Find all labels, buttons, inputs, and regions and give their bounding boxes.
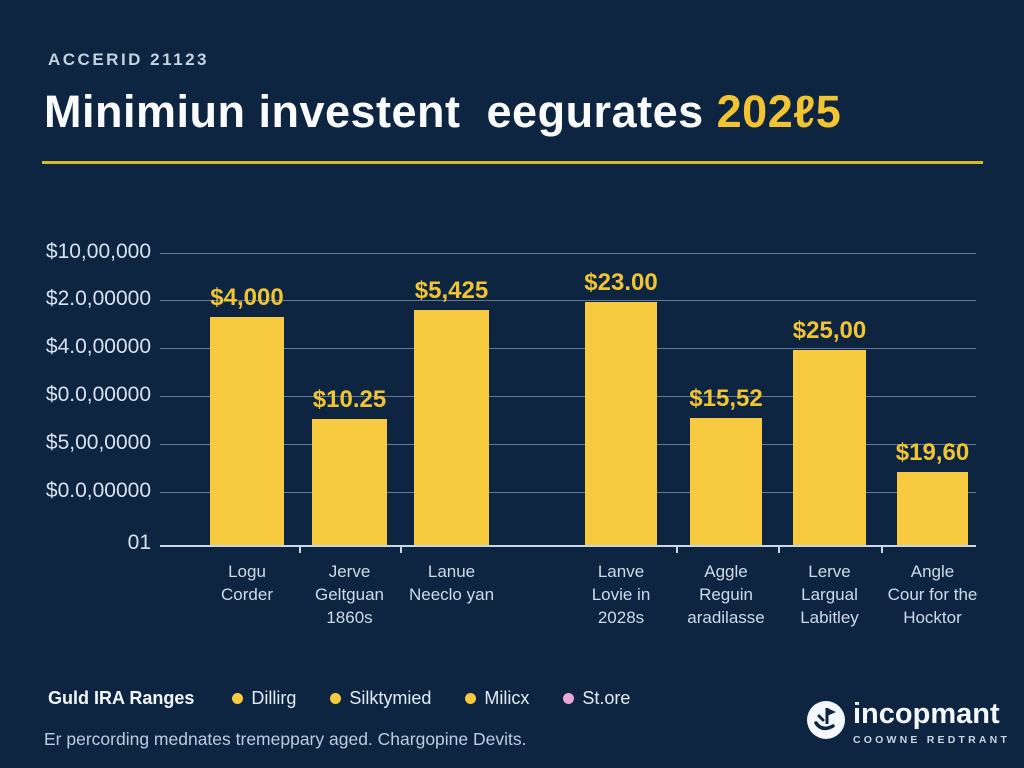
x-axis-line [160, 545, 976, 547]
y-axis-tick-label: $10,00,000 [45, 240, 151, 263]
legend-title: Guld IRA Ranges [48, 688, 195, 708]
x-axis-category-label: Angle Cour for the Hocktor [887, 562, 978, 627]
bar-value-label: $23.00 [584, 269, 658, 296]
footnote: Er percording mednates tremeppary aged. … [44, 729, 527, 749]
page-title-year: 202ℓ5 [716, 86, 842, 137]
legend-item: Dillirg [232, 688, 296, 709]
bar [585, 302, 657, 545]
y-axis-tick-label: $0.0,00000 [45, 479, 151, 502]
legend-dot-icon [232, 693, 244, 704]
bar [312, 419, 387, 545]
x-axis-category-label: Lerve Largual Labitley [800, 562, 859, 627]
y-axis-tick-label: $2.0,00000 [45, 287, 151, 310]
eyebrow-code: ACCERID 21123 [48, 50, 210, 69]
bar [793, 350, 866, 545]
brand-logo: incopmant COOWNE REDTRANT [806, 700, 1010, 746]
axis-tick [676, 547, 678, 553]
axis-tick [778, 547, 780, 553]
x-axis-category-label: Lanve Lovie in 2028s [591, 562, 651, 627]
axis-tick [299, 547, 301, 553]
bar [414, 310, 489, 545]
brand-subtitle: COOWNE REDTRANT [853, 734, 1011, 746]
x-axis-category-label: Aggle Reguin aradilasse [687, 562, 765, 627]
bar [210, 317, 284, 545]
y-axis-tick-label: $4.0,00000 [45, 335, 151, 358]
grid-line [160, 300, 976, 301]
grid-line [160, 253, 976, 254]
grid-line [160, 444, 976, 445]
legend-item: Milicx [465, 688, 529, 709]
page-title-main: Minimiun investent eegurates [44, 86, 717, 137]
bar [897, 472, 968, 545]
bar-value-label: $25,00 [792, 317, 867, 344]
x-axis-category-label: Lanue Neeclo yan [408, 562, 495, 604]
legend-item-label: Milicx [484, 688, 530, 708]
brand-text: incopmant COOWNE REDTRANT [853, 698, 1011, 747]
legend: Guld IRA Ranges Dillirg Silktymied Milicx S… [48, 688, 664, 709]
logo-icon [807, 701, 845, 739]
legend-item-label: St.ore [582, 688, 631, 708]
y-axis-tick-label: $5,00,0000 [45, 431, 151, 454]
legend-item: St.ore [563, 688, 630, 709]
brand-name: incopmant [853, 698, 1000, 730]
legend-item-label: Dillirg [251, 688, 297, 708]
y-axis-tick-label: $0.0,00000 [45, 383, 151, 406]
bar-value-label: $15,52 [689, 385, 763, 412]
bar-value-label: $4,000 [210, 284, 284, 311]
bar-value-label: $10.25 [312, 386, 387, 413]
y-axis-tick-label: 01 [127, 531, 151, 554]
bar-value-label: $19,60 [895, 439, 970, 466]
grid-line [160, 348, 976, 349]
legend-item-label: Silktymied [349, 688, 432, 708]
x-axis-category-label: Jerve Geltguan 1860s [315, 562, 384, 627]
legend-dot-icon [465, 693, 477, 704]
bar-value-label: $5,425 [414, 277, 489, 304]
title-underline [42, 161, 983, 164]
legend-items: Dillirg Silktymied Milicx St.ore [232, 688, 664, 709]
page-title: Minimiun investent eegurates 202ℓ5 [44, 86, 841, 138]
grid-line [160, 396, 976, 397]
x-axis-category-label: Logu Corder [221, 562, 273, 604]
grid-line [160, 492, 976, 493]
legend-item: Silktymied [330, 688, 431, 709]
legend-dot-icon [330, 693, 342, 704]
legend-dot-icon [563, 693, 575, 704]
axis-tick [400, 547, 402, 553]
bar [690, 418, 762, 545]
axis-tick [881, 547, 883, 553]
